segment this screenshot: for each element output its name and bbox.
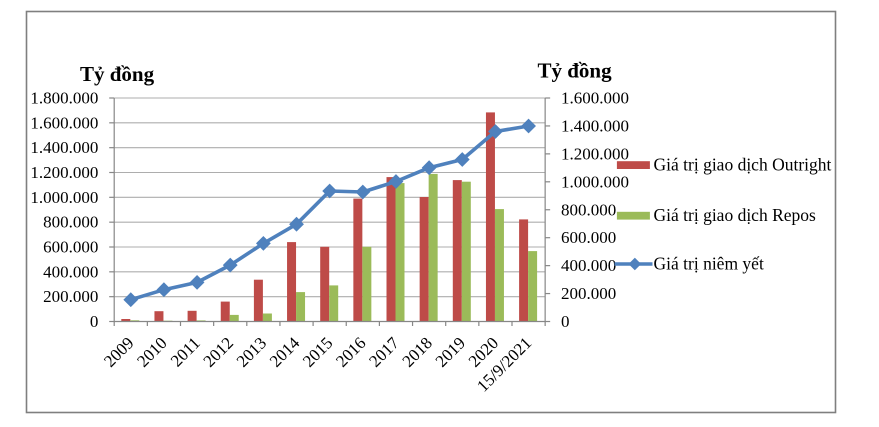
svg-text:0: 0	[90, 312, 99, 331]
svg-text:Tỷ đồng: Tỷ đồng	[538, 59, 613, 83]
svg-text:400.000: 400.000	[561, 256, 616, 275]
svg-text:0: 0	[561, 312, 570, 331]
svg-text:Giá trị giao dịch Repos: Giá trị giao dịch Repos	[654, 205, 817, 225]
svg-text:Tỷ đồng: Tỷ đồng	[80, 62, 155, 86]
svg-text:1.600.000: 1.600.000	[30, 113, 98, 132]
svg-text:200.000: 200.000	[43, 287, 98, 306]
svg-text:200.000: 200.000	[561, 284, 616, 303]
svg-text:800.000: 800.000	[561, 200, 616, 219]
svg-text:800.000: 800.000	[43, 213, 98, 232]
svg-text:1.400.000: 1.400.000	[561, 116, 629, 135]
svg-text:1.600.000: 1.600.000	[561, 89, 629, 108]
svg-text:1.000.000: 1.000.000	[30, 188, 98, 207]
svg-text:600.000: 600.000	[43, 238, 98, 257]
svg-text:400.000: 400.000	[43, 262, 98, 281]
svg-text:1.800.000: 1.800.000	[30, 89, 98, 108]
svg-text:Giá trị giao dịch Outright: Giá trị giao dịch Outright	[654, 155, 832, 175]
svg-text:1.000.000: 1.000.000	[561, 172, 629, 191]
svg-text:1.200.000: 1.200.000	[30, 163, 98, 182]
svg-text:1.200.000: 1.200.000	[561, 144, 629, 163]
svg-text:Giá trị niêm yết: Giá trị niêm yết	[654, 254, 764, 274]
svg-text:600.000: 600.000	[561, 228, 616, 247]
svg-text:1.400.000: 1.400.000	[30, 138, 98, 157]
